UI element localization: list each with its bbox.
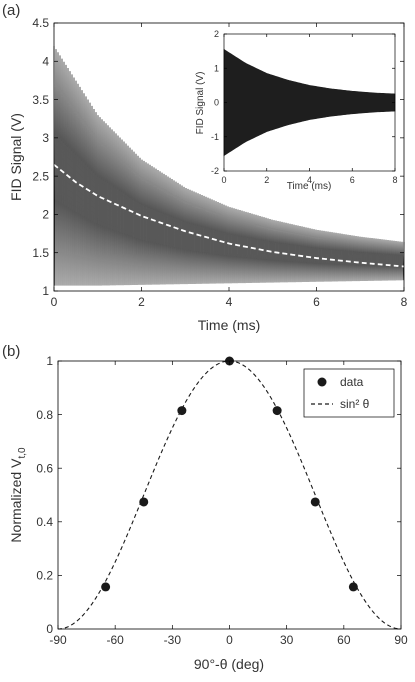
panel-b-y-tick-label: 0.4 [36,515,53,529]
panel-b-x-tick-label: 30 [280,633,294,647]
panel-a-x-tick-label: 0 [51,295,58,309]
panel-b-x-tick-label: -60 [106,633,124,647]
panel-b-x-axis-label: 90°-θ (deg) [194,656,264,672]
panel-a-average-fit-line [53,163,405,268]
panel-b-x-tick-label: -30 [164,633,182,647]
inset-x-tick-label: 8 [392,175,397,185]
panel-a-y-tick-label: 1.5 [32,246,49,260]
inset-x-ticks: 0 2 4 6 8 [221,34,398,185]
inset-y-tick-label: 0 [214,98,219,108]
inset-y-tick-label: 2 [214,29,219,39]
panel-b-x-tick-label: 0 [226,633,233,647]
legend-entry-data: data [340,375,364,389]
panel-a-x-tick-label: 6 [313,295,320,309]
panel-a-x-tick-label: 4 [226,295,233,309]
panel-b-x-tick-label: 90 [394,633,408,647]
inset-x-tick-label: 0 [221,175,226,185]
panel-a-x-tick-label: 8 [401,295,408,309]
panel-a-x-ticks: 0 2 4 6 8 [51,23,408,309]
panel-a-y-tick-label: 4 [42,54,49,68]
panel-a-y-tick-label: 4.5 [32,16,49,30]
panel-b-x-tick-label: 60 [337,633,351,647]
panel-b-data-point [348,582,358,592]
inset-y-tick-label: 1 [214,63,219,73]
legend-box [303,368,395,418]
panel-a-plot-area [53,45,405,286]
inset-x-axis-label: Time (ms) [287,181,332,192]
panel-a-y-ticks: 1 1.5 2 2.5 3 3.5 4 4.5 [32,16,404,298]
panel-b-chart: -90 -60 -30 0 30 60 90 0 0.2 0.4 0.6 0.8 1 90°-θ (d… [8,354,408,672]
inset-y-tick-label: -2 [211,166,219,176]
panel-a-y-axis-label: FID Signal (V) [8,113,24,201]
panel-a-y-tick-label: 2 [42,208,49,222]
panel-label-b: (b) [2,343,20,360]
panel-b-data-point [101,582,111,592]
panel-b-x-ticks: -90 -60 -30 0 30 60 90 [49,361,408,647]
panel-a-y-tick-label: 1 [42,284,49,298]
panel-b-data-point [272,406,282,416]
legend-entry-fit: sin² θ [340,397,370,411]
panel-a-x-tick-label: 2 [138,295,145,309]
inset-x-tick-label: 2 [264,175,269,185]
panel-b-y-tick-label: 0.8 [36,408,53,422]
panel-b-x-tick-label: -90 [49,633,67,647]
panel-b-y-tick-label: 1 [46,354,53,368]
panel-b-legend: data sin² θ [303,368,395,418]
panel-a-y-tick-label: 2.5 [32,169,49,183]
panel-a-fid-oscillation-line [53,45,405,286]
legend-data-marker [317,377,327,387]
inset-y-axis-label: FID Signal (V) [195,72,206,135]
panel-b-y-axis-label-main: Normalized V [8,458,24,543]
panel-b-data-point [139,497,149,507]
panel-a-inset: 0 2 4 6 8 -2 -1 0 1 2 Time (ms) FID Signal (V) [195,29,398,192]
panel-b-y-tick-label: 0.6 [36,461,53,475]
panel-a-x-axis-label: Time (ms) [198,317,260,333]
panel-a-chart: 0 2 4 6 8 1 1.5 2 2.5 3 3.5 4 4.5 Time (ms) FID Sig… [8,16,408,333]
inset-y-tick-label: -1 [211,132,219,142]
panel-a-y-tick-label: 3 [42,131,49,145]
inset-x-tick-label: 4 [307,175,312,185]
inset-y-ticks: -2 -1 0 1 2 [211,29,395,176]
panel-label-a: (a) [2,2,20,19]
panel-b-data-point [177,406,187,416]
panel-b-y-axis-label: Normalized Vt,0 [8,447,28,543]
panel-b-y-tick-label: 0 [46,622,53,636]
panel-b-y-tick-label: 0.2 [36,569,53,583]
panel-b-y-ticks: 0 0.2 0.4 0.6 0.8 1 [36,354,401,636]
panel-b-y-axis-label-subscript: t,0 [17,447,28,459]
panel-b-data-point [310,497,320,507]
panel-a-y-tick-label: 3.5 [32,93,49,107]
inset-x-tick-label: 6 [350,175,355,185]
